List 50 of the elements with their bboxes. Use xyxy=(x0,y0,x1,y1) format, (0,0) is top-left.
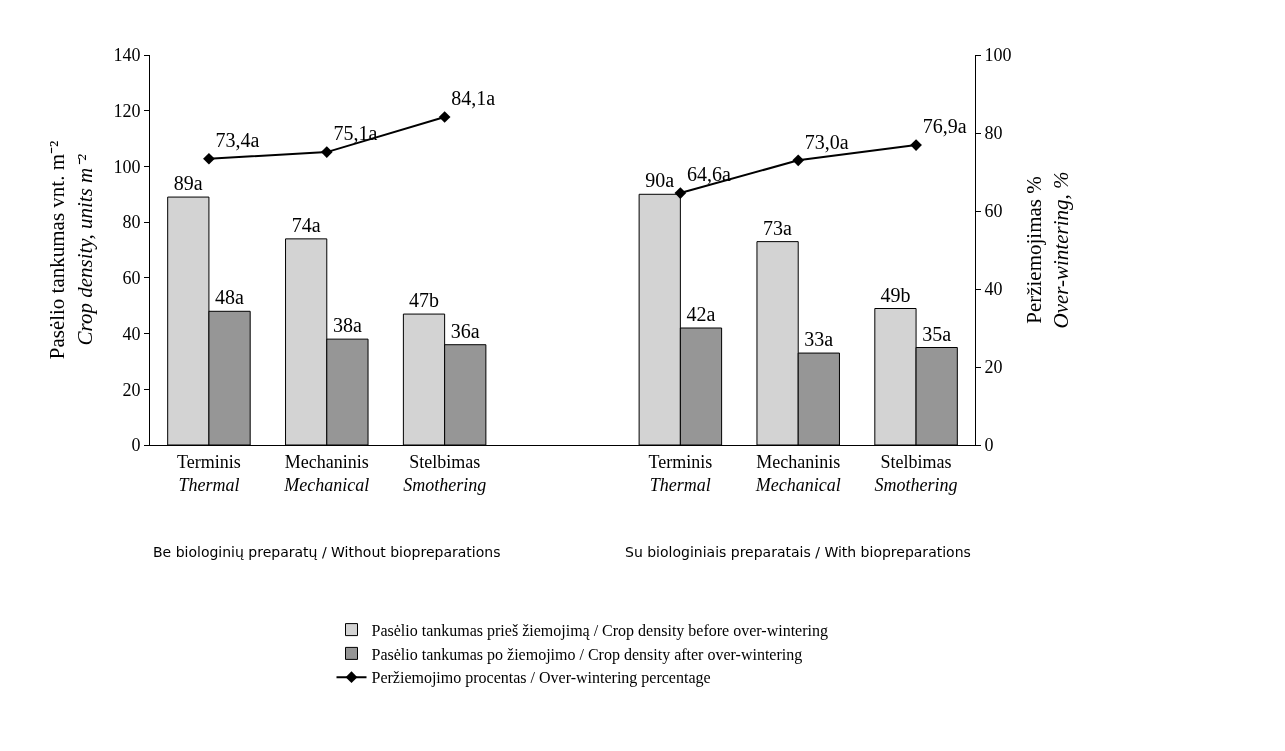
point xyxy=(438,111,451,123)
data-label: 89a xyxy=(173,172,203,195)
x-tick-label: Terminis Thermal xyxy=(648,451,713,495)
data-label: 75,1a xyxy=(333,122,378,145)
y-tick-label: 40 xyxy=(122,323,141,344)
y2-tick-label: 80 xyxy=(984,123,1003,144)
data-label: 73,0a xyxy=(804,130,849,153)
point xyxy=(674,187,687,199)
y-tick-label: 60 xyxy=(122,268,141,289)
data-label: 33a xyxy=(804,328,834,351)
legend-label: Peržiemojimo procentas / Over-wintering percentage xyxy=(371,669,711,688)
y-tick-label: 80 xyxy=(122,212,141,233)
legend-label: Pasėlio tankumas prieš žiemojimą / Crop density before over-wintering xyxy=(371,621,828,640)
y-tick-label: 0 xyxy=(131,435,141,456)
data-label: 42a xyxy=(686,303,716,325)
y-tick-label: 120 xyxy=(113,101,141,122)
data-label: 47b xyxy=(409,289,440,312)
data-label: 84,1a xyxy=(451,87,496,110)
legend-label: Pasėlio tankumas po žiemojimo / Crop density after over-wintering xyxy=(371,645,803,664)
y-tick-label: 100 xyxy=(113,156,141,177)
x-tick-label: Mechaninis Mechanical xyxy=(754,451,841,495)
data-label: 64,6a xyxy=(686,163,731,186)
data-label: 36a xyxy=(450,319,480,342)
x-tick-label: Terminis Thermal xyxy=(177,451,241,495)
y2-tick-label: 100 xyxy=(984,45,1012,66)
data-label: 73,4a xyxy=(215,129,260,152)
text: Su biologiniais preparatais / With biopreparations xyxy=(625,544,971,560)
y-axis-title: Pasėlio tankumas vnt. m⁻² Crop density, units m⁻² xyxy=(45,140,97,360)
point xyxy=(320,146,333,158)
x-tick-label: Stelbimas Smothering xyxy=(403,451,487,495)
y-tick-label: 20 xyxy=(122,379,141,400)
data-label: 48a xyxy=(215,286,245,309)
point xyxy=(792,154,805,167)
y2-tick-label: 60 xyxy=(984,201,1003,222)
y-tick-label: 140 xyxy=(113,45,141,66)
y2-tick-label: 20 xyxy=(984,357,1003,378)
point xyxy=(203,152,215,165)
data-label: 73a xyxy=(763,216,793,239)
x-tick-label: Stelbimas Smothering xyxy=(874,451,958,495)
data-label: 38a xyxy=(332,314,362,337)
data-label: 49b xyxy=(880,283,911,306)
data-label: 35a xyxy=(922,322,952,345)
y2-axis-title: Peržiemojimas % Over-wintering, % xyxy=(1021,171,1074,329)
y2-tick-label: 0 xyxy=(984,435,994,456)
data-label: 76,9a xyxy=(922,115,967,138)
x-tick-label: Mechaninis Mechanical xyxy=(283,451,370,495)
data-label: 74a xyxy=(291,213,321,236)
text: Be biologinių preparatų / Without biopreparations xyxy=(153,544,501,560)
y2-tick-label: 40 xyxy=(984,279,1003,300)
data-label: 90a xyxy=(645,169,675,192)
